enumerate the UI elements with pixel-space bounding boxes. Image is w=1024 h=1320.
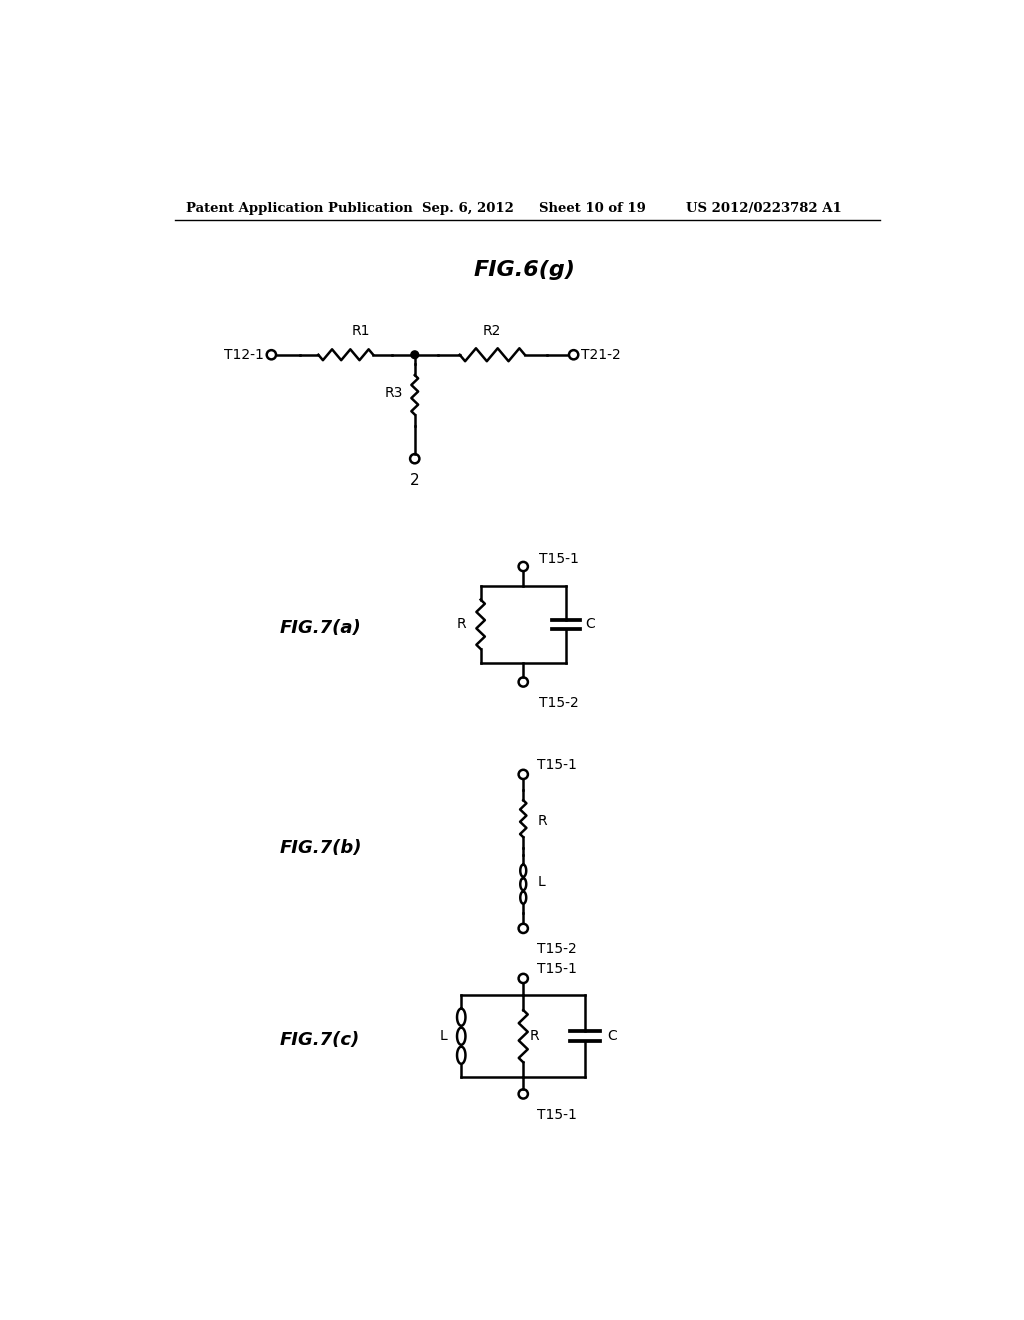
Text: L: L <box>538 875 545 890</box>
Text: T15-2: T15-2 <box>538 942 577 956</box>
Text: T21-2: T21-2 <box>582 347 622 362</box>
Text: L: L <box>439 1030 447 1043</box>
Text: T12-1: T12-1 <box>224 347 263 362</box>
Text: Sep. 6, 2012: Sep. 6, 2012 <box>423 202 514 215</box>
Text: C: C <box>586 618 595 631</box>
Text: C: C <box>607 1030 616 1043</box>
Text: T15-1: T15-1 <box>538 1107 578 1122</box>
Text: FIG.7(c): FIG.7(c) <box>280 1031 359 1049</box>
Text: FIG.7(a): FIG.7(a) <box>280 619 360 638</box>
Text: Sheet 10 of 19: Sheet 10 of 19 <box>539 202 645 215</box>
Text: FIG.6(g): FIG.6(g) <box>474 260 575 280</box>
Text: T15-1: T15-1 <box>538 758 578 772</box>
Text: Patent Application Publication: Patent Application Publication <box>186 202 413 215</box>
Text: R: R <box>529 1030 539 1043</box>
Text: T15-1: T15-1 <box>538 962 578 977</box>
Text: R: R <box>457 618 467 631</box>
Text: R2: R2 <box>483 323 502 338</box>
Text: T15-1: T15-1 <box>539 552 579 566</box>
Text: T15-2: T15-2 <box>539 696 579 710</box>
Text: R1: R1 <box>351 323 370 338</box>
Text: FIG.7(b): FIG.7(b) <box>280 838 361 857</box>
Text: US 2012/0223782 A1: US 2012/0223782 A1 <box>686 202 842 215</box>
Text: R3: R3 <box>385 387 403 400</box>
Circle shape <box>411 351 419 359</box>
Text: 2: 2 <box>410 473 420 487</box>
Text: R: R <box>538 813 547 828</box>
